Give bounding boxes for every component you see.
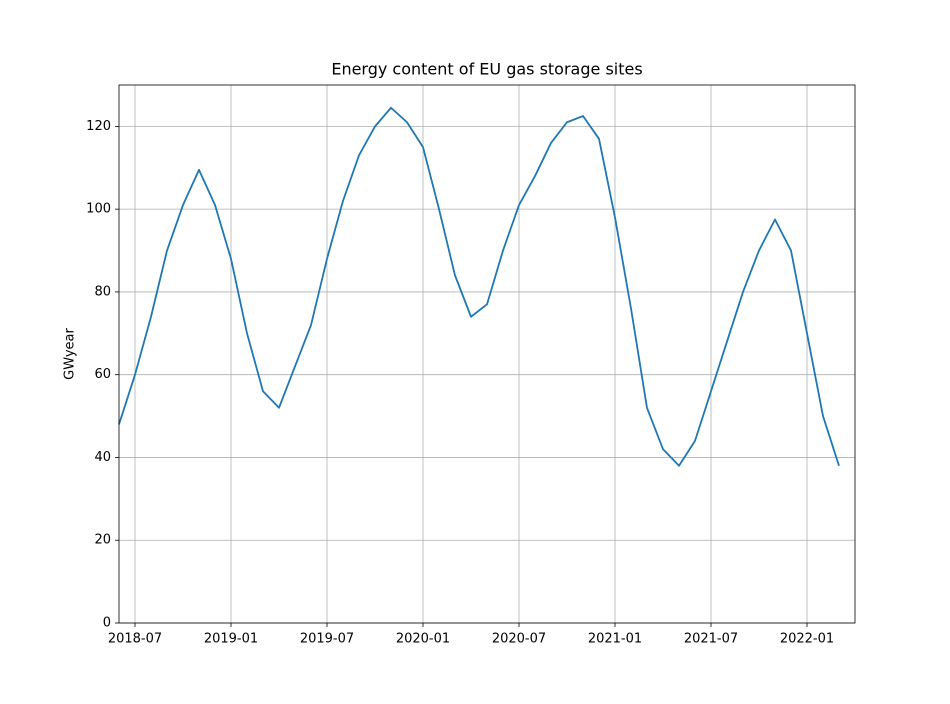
x-tick-label: 2019-01 (204, 632, 258, 647)
x-tick-label: 2020-01 (396, 632, 450, 647)
y-tick-label: 80 (94, 284, 111, 299)
y-tick-label: 100 (86, 202, 111, 217)
y-tick-label: 40 (94, 450, 111, 465)
data-line (118, 106, 840, 467)
x-tick-label: 2022-01 (780, 632, 834, 647)
plot-frame (118, 84, 856, 624)
x-tick-label: 2019-07 (300, 632, 354, 647)
x-tick-label: 2020-07 (492, 632, 546, 647)
x-tick-label: 2018-07 (108, 632, 162, 647)
y-tick-label: 60 (94, 367, 111, 382)
x-tick-label: 2021-07 (684, 632, 738, 647)
y-tick-label: 0 (103, 616, 111, 631)
x-tick-label: 2021-01 (588, 632, 642, 647)
chart-title: Energy content of EU gas storage sites (331, 60, 642, 79)
y-axis-label: GWyear (63, 327, 78, 379)
y-tick-label: 120 (86, 119, 111, 134)
y-tick-label: 20 (94, 533, 111, 548)
